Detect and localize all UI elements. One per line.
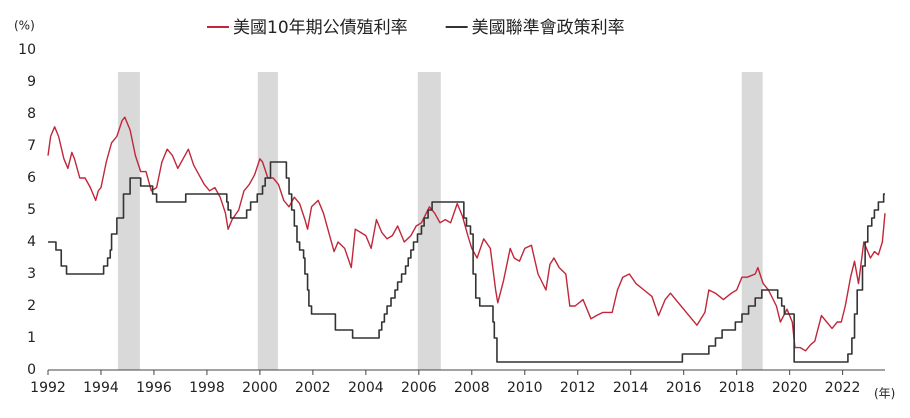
x-unit: (年) [874, 387, 895, 401]
x-tick-label: 2004 [348, 380, 384, 396]
y-tick-label: 1 [27, 330, 36, 346]
x-tick-label: 2008 [454, 380, 490, 396]
x-tick-label: 2020 [772, 380, 808, 396]
y-tick-label: 2 [27, 298, 36, 314]
y-tick-label: 0 [27, 362, 36, 378]
x-tick-label: 2018 [719, 380, 755, 396]
x-tick-label: 1994 [83, 380, 119, 396]
legend-label: 美國10年期公債殖利率 [233, 18, 408, 38]
x-tick-label: 2010 [507, 380, 543, 396]
y-tick-label: 4 [27, 234, 36, 250]
x-tick-label: 2002 [295, 380, 331, 396]
y-tick-label: 7 [27, 138, 36, 154]
shaded-band [417, 72, 441, 370]
y-unit: (%) [14, 19, 35, 33]
shaded-band [741, 72, 763, 370]
shaded-band [257, 72, 278, 370]
x-tick-label: 2000 [242, 380, 278, 396]
y-tick-label: 9 [27, 74, 36, 90]
series-line [48, 161, 885, 363]
x-tick-label: 2014 [613, 380, 649, 396]
x-tick-label: 1992 [30, 380, 66, 396]
x-tick-label: 1996 [136, 380, 172, 396]
x-tick-label: 2006 [401, 380, 437, 396]
x-tick-label: 1998 [189, 380, 225, 396]
x-tick-label: 2012 [560, 380, 596, 396]
x-tick-label: 2022 [825, 380, 861, 396]
y-tick-label: 3 [27, 266, 36, 282]
legend-label: 美國聯準會政策利率 [472, 18, 625, 38]
y-tick-label: 8 [27, 106, 36, 122]
shaded-band [117, 72, 140, 370]
series-line [47, 116, 886, 352]
y-tick-label: 6 [27, 170, 36, 186]
y-tick-label: 10 [18, 42, 36, 58]
y-tick-label: 5 [27, 202, 36, 218]
x-tick-label: 2016 [666, 380, 702, 396]
